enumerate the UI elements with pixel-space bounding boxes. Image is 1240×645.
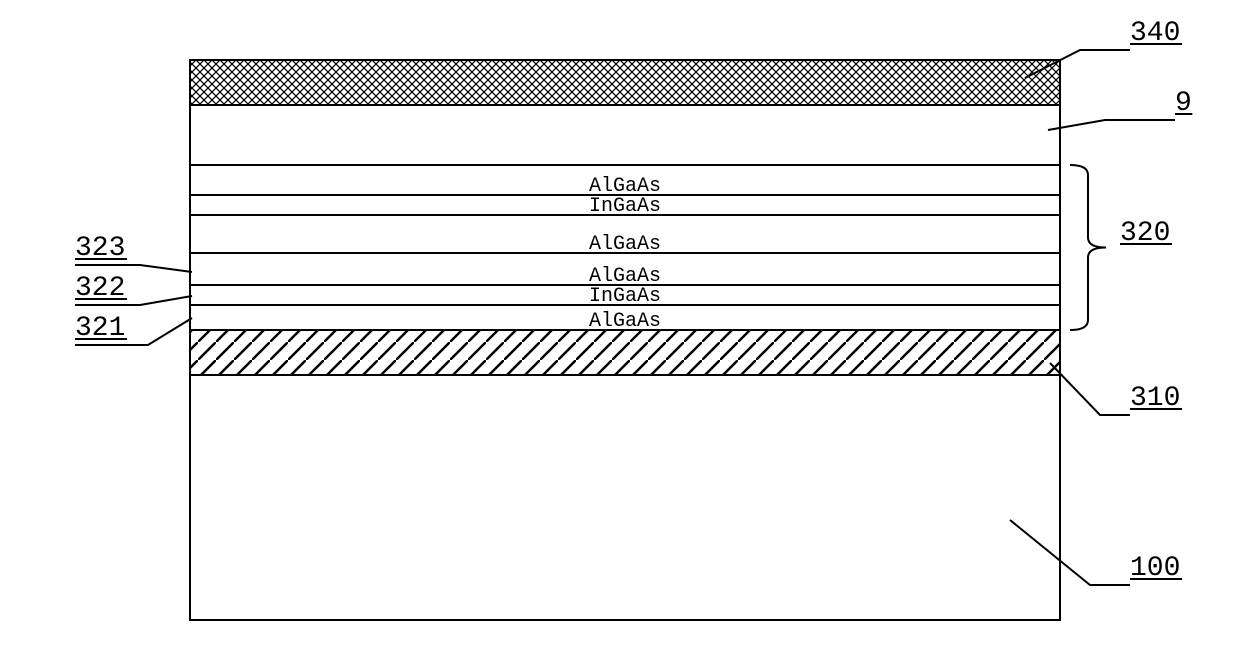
leader-310 (1050, 363, 1130, 415)
leader-323 (75, 265, 192, 272)
layer-layer_9 (190, 105, 1060, 165)
bracket-320 (1070, 165, 1106, 330)
layer-substrate (190, 375, 1060, 620)
leader-9 (1048, 120, 1175, 130)
layer-top_hatch (190, 60, 1060, 105)
layer-diag_hatch (190, 330, 1060, 375)
